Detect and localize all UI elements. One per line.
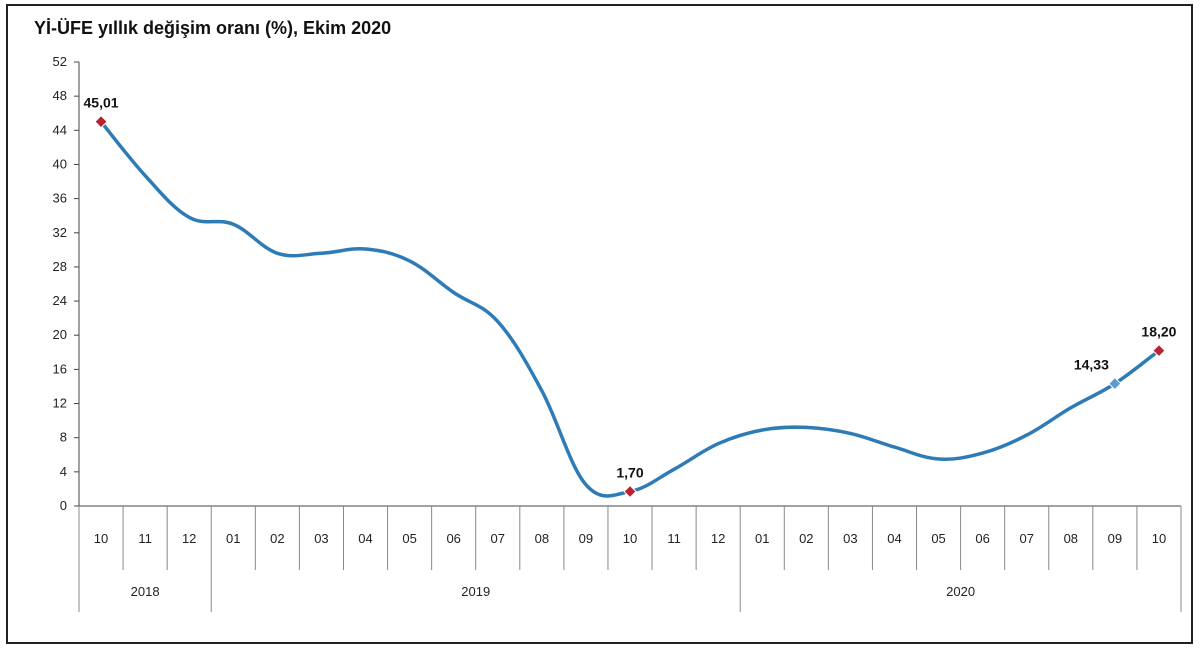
- x-tick-label: 11: [667, 531, 681, 546]
- x-tick-label: 01: [226, 531, 240, 546]
- x-tick-label: 10: [94, 531, 108, 546]
- x-tick-label: 04: [358, 531, 372, 546]
- y-tick-label: 36: [53, 191, 67, 206]
- x-tick-label: 06: [446, 531, 460, 546]
- y-tick-label: 52: [53, 54, 67, 69]
- y-tick-label: 16: [53, 361, 67, 376]
- x-tick-label: 01: [755, 531, 769, 546]
- x-tick-label: 10: [623, 531, 637, 546]
- year-group-label: 2020: [946, 584, 975, 599]
- chart-title: Yİ-ÜFE yıllık değişim oranı (%), Ekim 20…: [34, 18, 392, 38]
- x-tick-label: 07: [1019, 531, 1033, 546]
- x-tick-label: 04: [887, 531, 901, 546]
- y-tick-label: 20: [53, 327, 67, 342]
- y-tick-label: 8: [60, 430, 67, 445]
- x-tick-label: 05: [931, 531, 945, 546]
- x-tick-label: 03: [314, 531, 328, 546]
- data-point-marker: [94, 114, 108, 129]
- series-line-layer: [99, 119, 1161, 498]
- x-tick-label: 11: [138, 531, 152, 546]
- x-tick-label: 09: [1108, 531, 1122, 546]
- x-tick-label: 06: [975, 531, 989, 546]
- x-tick-label: 03: [843, 531, 857, 546]
- x-tick-label: 05: [402, 531, 416, 546]
- x-tick-label: 09: [579, 531, 593, 546]
- y-tick-label: 32: [53, 225, 67, 240]
- y-tick-label: 24: [53, 293, 67, 308]
- data-label: 45,01: [84, 95, 119, 111]
- x-axis-ticks: 10 11 12 01 02 03 04 05 06 07 08 09 10 11 12 01 02 03 04 05…: [78, 506, 1182, 612]
- data-point-marker: [1152, 343, 1166, 358]
- year-group-label: 2018: [131, 584, 160, 599]
- data-label: 18,20: [1141, 324, 1176, 340]
- x-tick-label: 02: [799, 531, 813, 546]
- axes: [78, 62, 1181, 507]
- y-tick-label: 44: [53, 122, 67, 137]
- y-tick-label: 48: [53, 88, 67, 103]
- data-point-marker: [1108, 376, 1122, 391]
- x-tick-label: 08: [1064, 531, 1078, 546]
- chart-frame: [6, 4, 1193, 644]
- y-tick-label: 28: [53, 259, 67, 274]
- y-tick-label: 12: [53, 396, 67, 411]
- data-labels: 45,01 1,70 14,33 18,20: [84, 95, 1177, 481]
- x-tick-label: 02: [270, 531, 284, 546]
- x-tick-label: 10: [1152, 531, 1166, 546]
- x-tick-label: 07: [491, 531, 505, 546]
- data-label: 14,33: [1074, 357, 1109, 373]
- data-label: 1,70: [616, 464, 643, 480]
- markers: [94, 114, 1166, 499]
- x-tick-label: 12: [711, 531, 725, 546]
- data-point-marker: [623, 484, 637, 499]
- y-tick-label: 40: [53, 156, 67, 171]
- year-group-label: 2019: [461, 584, 490, 599]
- series-line: [99, 119, 1161, 498]
- y-tick-label: 4: [60, 464, 67, 479]
- y-tick-label: 0: [60, 498, 67, 513]
- x-tick-label: 12: [182, 531, 196, 546]
- x-tick-label: 08: [535, 531, 549, 546]
